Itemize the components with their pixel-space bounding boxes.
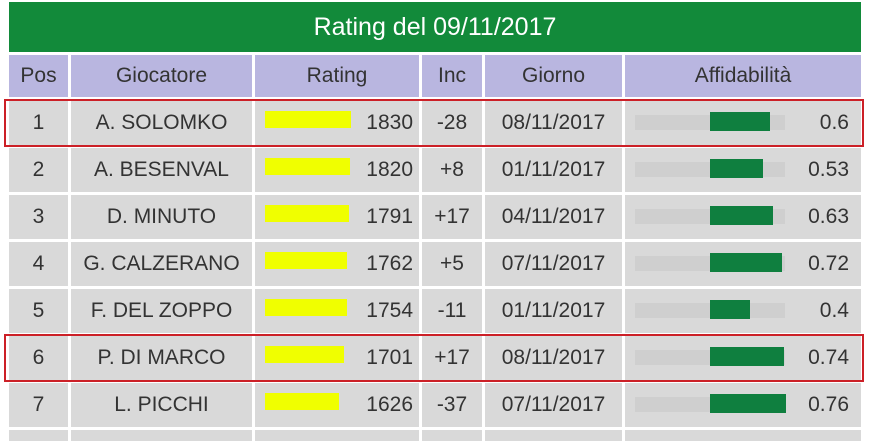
- cell-day: 01/11/2017: [485, 289, 622, 333]
- cell-partial: [71, 430, 252, 441]
- rating-value: 1820: [366, 158, 413, 181]
- cell-partial: [422, 430, 482, 441]
- cell-player: D. MINUTO: [71, 195, 252, 239]
- reliability-value: 0.4: [819, 299, 849, 322]
- cell-partial: [9, 430, 68, 441]
- rating-value: 1791: [366, 205, 413, 228]
- cell-inc: -37: [422, 383, 482, 427]
- rating-value: 1626: [366, 393, 413, 416]
- cell-player: F. DEL ZOPPO: [71, 289, 252, 333]
- cell-day: 07/11/2017: [485, 383, 622, 427]
- cell-rating: 1830: [255, 101, 419, 145]
- rating-bar: [265, 393, 339, 410]
- reliability-value: 0.63: [808, 205, 849, 228]
- cell-inc: +17: [422, 336, 482, 380]
- cell-reliability: 0.63: [625, 195, 861, 239]
- rating-bar: [265, 205, 349, 222]
- cell-player: G. CALZERANO: [71, 242, 252, 286]
- cell-rating: 1820: [255, 148, 419, 192]
- reliability-value: 0.72: [808, 252, 849, 275]
- reliability-bar: [710, 112, 770, 131]
- column-header-day: Giorno: [485, 55, 622, 97]
- reliability-value: 0.53: [808, 158, 849, 181]
- rating-bar: [265, 346, 344, 363]
- table-title: Rating del 09/11/2017: [9, 2, 861, 52]
- cell-pos: 5: [9, 289, 68, 333]
- cell-reliability: 0.74: [625, 336, 861, 380]
- cell-reliability: 0.53: [625, 148, 861, 192]
- cell-inc: +17: [422, 195, 482, 239]
- rating-value: 1830: [366, 111, 413, 134]
- cell-rating: 1762: [255, 242, 419, 286]
- column-header-rating: Rating: [255, 55, 419, 97]
- reliability-bar: [710, 300, 750, 319]
- cell-inc: +5: [422, 242, 482, 286]
- rating-value: 1701: [366, 346, 413, 369]
- cell-player: P. DI MARCO: [71, 336, 252, 380]
- cell-reliability: 0.72: [625, 242, 861, 286]
- rating-bar: [265, 111, 351, 128]
- cell-inc: +8: [422, 148, 482, 192]
- cell-pos: 2: [9, 148, 68, 192]
- cell-pos: 4: [9, 242, 68, 286]
- reliability-bar: [710, 394, 786, 413]
- cell-partial: [485, 430, 622, 441]
- cell-partial: [625, 430, 861, 441]
- rating-value: 1754: [366, 299, 413, 322]
- rating-bar: [265, 252, 347, 269]
- cell-reliability: 0.6: [625, 101, 861, 145]
- column-header-inc: Inc: [422, 55, 482, 97]
- cell-partial: [255, 430, 419, 441]
- cell-pos: 7: [9, 383, 68, 427]
- column-header-player: Giocatore: [71, 55, 252, 97]
- cell-player: A. SOLOMKO: [71, 101, 252, 145]
- cell-day: 07/11/2017: [485, 242, 622, 286]
- cell-rating: 1754: [255, 289, 419, 333]
- cell-reliability: 0.76: [625, 383, 861, 427]
- column-header-pos: Pos: [9, 55, 68, 97]
- cell-inc: -28: [422, 101, 482, 145]
- rating-bar: [265, 158, 350, 175]
- reliability-value: 0.76: [808, 393, 849, 416]
- reliability-bar: [710, 159, 763, 178]
- reliability-bar: [710, 253, 782, 272]
- cell-rating: 1791: [255, 195, 419, 239]
- cell-pos: 3: [9, 195, 68, 239]
- cell-rating: 1701: [255, 336, 419, 380]
- reliability-value: 0.6: [819, 111, 849, 134]
- cell-rating: 1626: [255, 383, 419, 427]
- column-header-reliability: Affidabilità: [625, 55, 861, 97]
- cell-inc: -11: [422, 289, 482, 333]
- cell-day: 04/11/2017: [485, 195, 622, 239]
- cell-day: 08/11/2017: [485, 336, 622, 380]
- cell-day: 08/11/2017: [485, 101, 622, 145]
- cell-player: A. BESENVAL: [71, 148, 252, 192]
- rating-bar: [265, 299, 347, 316]
- cell-player: L. PICCHI: [71, 383, 252, 427]
- reliability-value: 0.74: [808, 346, 849, 369]
- reliability-bar: [710, 206, 773, 225]
- cell-pos: 1: [9, 101, 68, 145]
- cell-day: 01/11/2017: [485, 148, 622, 192]
- reliability-bar: [710, 347, 784, 366]
- cell-reliability: 0.4: [625, 289, 861, 333]
- rating-value: 1762: [366, 252, 413, 275]
- cell-pos: 6: [9, 336, 68, 380]
